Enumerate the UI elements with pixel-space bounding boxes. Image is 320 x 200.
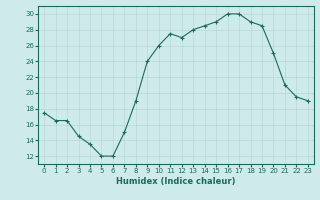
X-axis label: Humidex (Indice chaleur): Humidex (Indice chaleur) [116,177,236,186]
